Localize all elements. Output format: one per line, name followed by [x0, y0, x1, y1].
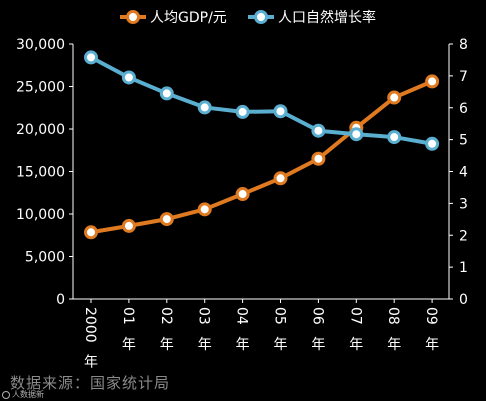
x-tick-label-number: 2000	[82, 307, 98, 343]
series-1-point	[387, 130, 402, 145]
series-line-1	[90, 55, 433, 146]
y-right-tick-label: 3	[459, 196, 468, 212]
series-layer	[84, 50, 440, 240]
y-right-tick-label: 1	[459, 260, 468, 276]
x-tick-label: 09 年	[423, 307, 439, 353]
y-right-tick-label: 7	[459, 69, 468, 85]
series-0-point	[425, 74, 440, 89]
series-0-point	[235, 187, 250, 202]
x-tick-label-unit: 年	[122, 337, 136, 353]
y-right-tick-label: 6	[459, 101, 468, 117]
series-1-point	[197, 100, 212, 115]
watermark-logo-icon	[2, 390, 10, 399]
series-1-point	[311, 123, 326, 138]
x-tick-label-unit: 年	[311, 337, 325, 353]
y-left-tick-label: 5,000	[25, 250, 65, 266]
x-tick-label-number: 05	[272, 307, 288, 325]
series-1-point	[159, 86, 174, 101]
x-tick-label-number: 02	[158, 307, 174, 325]
series-0-point	[159, 212, 174, 227]
series-1-point	[235, 104, 250, 119]
legend: 人均GDP/元 人口自然增长率	[120, 9, 376, 26]
series-0-point	[84, 225, 98, 240]
legend-label-1: 人口自然增长率	[278, 9, 376, 26]
x-tick-label-number: 03	[196, 307, 212, 325]
y-left-tick-label: 15,000	[16, 165, 65, 181]
y-right-tick-label: 0	[459, 292, 468, 308]
series-1-point	[425, 136, 440, 151]
x-tick-label-unit: 年	[349, 337, 363, 353]
series-1-point	[273, 104, 288, 119]
y-left-tick-label: 0	[56, 292, 65, 308]
y-right-tick-label: 5	[459, 133, 468, 149]
y-left-tick-label: 20,000	[16, 122, 65, 138]
x-tick-label-unit: 年	[84, 355, 98, 371]
x-tick-label-number: 01	[120, 307, 136, 325]
x-tick-label: 2000 年	[82, 307, 98, 371]
source-note: 数据来源：国家统计局	[10, 374, 171, 392]
y-right-tick-label: 2	[459, 228, 468, 244]
x-tick-label-unit: 年	[387, 337, 401, 353]
series-0-point	[121, 218, 136, 233]
x-tick-label: 02 年	[158, 307, 174, 353]
legend-marker-0	[126, 10, 140, 24]
x-tick-label-unit: 年	[236, 337, 250, 353]
y-left-tick-label: 25,000	[16, 80, 65, 96]
y-left-tick-label: 10,000	[16, 207, 65, 223]
x-tick-label-unit: 年	[274, 337, 288, 353]
x-tick-label: 07 年	[347, 307, 363, 353]
x-tick-label-number: 07	[347, 307, 363, 325]
series-0-point	[197, 202, 212, 217]
x-tick-label-number: 09	[423, 307, 439, 325]
series-0-point	[311, 151, 326, 166]
x-tick-label: 05 年	[272, 307, 288, 353]
x-tick-label-unit: 年	[198, 337, 212, 353]
watermark: 人数据新	[2, 389, 44, 400]
x-tick-label-unit: 年	[160, 337, 174, 353]
x-tick-label: 04 年	[234, 307, 250, 353]
legend-label-0: 人均GDP/元	[150, 10, 227, 26]
x-tick-label: 01 年	[120, 307, 136, 353]
series-1-point	[349, 127, 364, 142]
watermark-text: 人数据新	[12, 390, 44, 399]
legend-marker-1	[254, 10, 268, 24]
axes: 05,00010,00015,00020,00025,00030,0000123…	[16, 37, 468, 371]
x-tick-label-unit: 年	[425, 337, 439, 353]
series-1-point	[84, 50, 98, 65]
series-0-point	[387, 90, 402, 105]
x-tick-label: 08 年	[385, 307, 401, 353]
x-tick-label: 03 年	[196, 307, 212, 353]
y-right-tick-label: 8	[459, 37, 468, 53]
y-right-tick-label: 4	[459, 165, 468, 181]
series-1-point	[121, 70, 136, 85]
x-tick-label-number: 08	[385, 307, 401, 325]
series-line-0	[90, 79, 433, 235]
x-tick-label-number: 04	[234, 307, 250, 325]
x-tick-label: 06 年	[309, 307, 325, 353]
series-0-point	[273, 171, 288, 186]
x-tick-label-number: 06	[309, 307, 325, 325]
y-left-tick-label: 30,000	[16, 37, 65, 53]
